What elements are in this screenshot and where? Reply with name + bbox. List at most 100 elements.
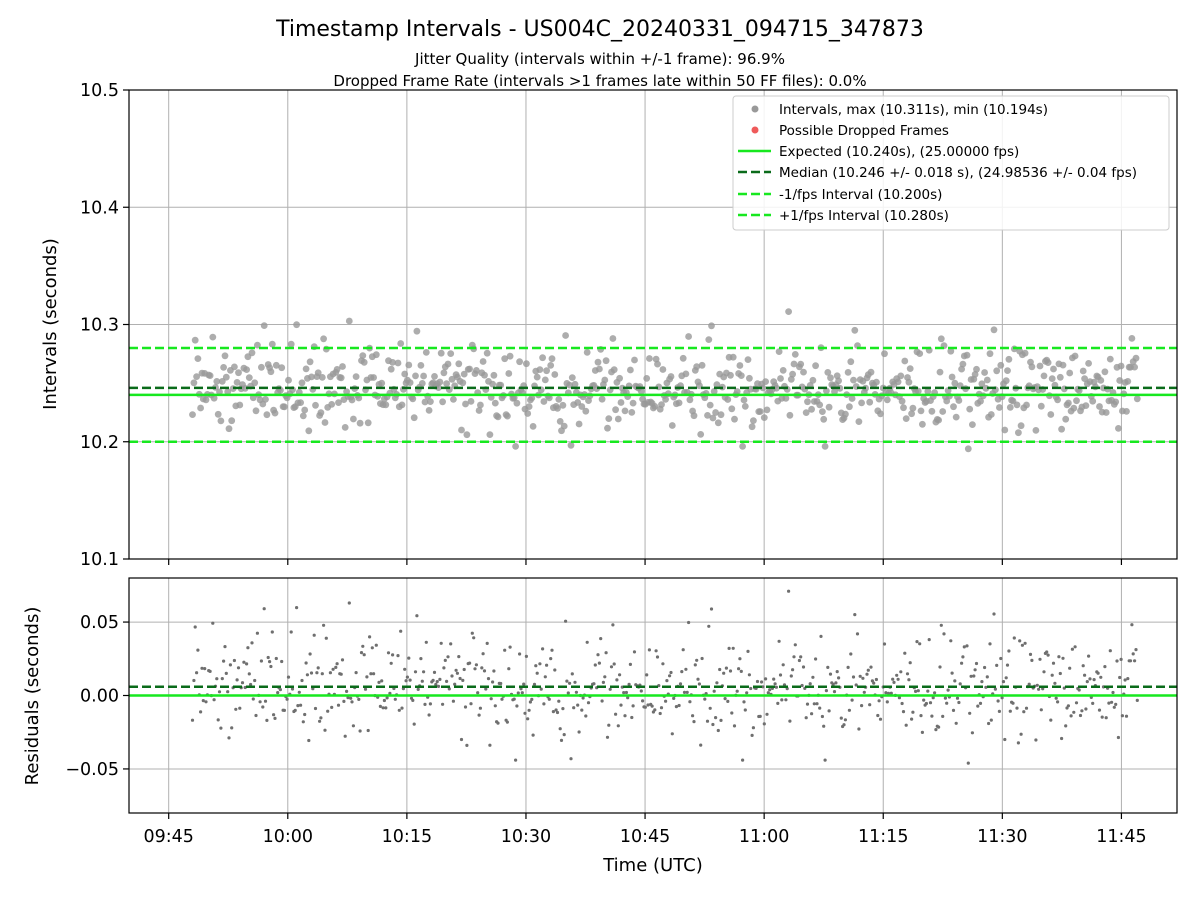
residual-point xyxy=(997,709,1002,714)
interval-point xyxy=(491,399,499,407)
interval-point xyxy=(708,322,715,330)
residual-point xyxy=(743,708,747,712)
residual-point xyxy=(978,701,983,706)
interval-point xyxy=(762,378,769,385)
residual-point xyxy=(718,667,722,672)
interval-point xyxy=(252,407,260,415)
interval-point xyxy=(439,398,446,406)
interval-point xyxy=(867,368,875,376)
interval-point xyxy=(382,401,390,409)
residual-point xyxy=(270,630,274,634)
residual-point xyxy=(643,705,647,709)
interval-point xyxy=(235,369,242,377)
residual-point xyxy=(1066,704,1070,708)
residual-point xyxy=(664,699,668,703)
residual-point xyxy=(557,699,561,703)
interval-point xyxy=(516,358,523,366)
residual-point xyxy=(755,679,760,684)
legend-label-dropped: Possible Dropped Frames xyxy=(779,123,949,139)
residual-point xyxy=(542,702,546,706)
residual-point xyxy=(846,665,850,670)
residual-point xyxy=(285,697,289,701)
residual-point xyxy=(572,706,576,710)
residual-point xyxy=(655,655,660,659)
residual-point xyxy=(370,646,374,650)
residual-point xyxy=(1028,652,1033,657)
residual-point xyxy=(780,698,784,702)
interval-point xyxy=(224,388,232,396)
interval-point xyxy=(548,355,556,363)
interval-point xyxy=(387,365,395,373)
interval-point xyxy=(951,379,959,387)
residual-point xyxy=(1064,724,1068,728)
residual-point xyxy=(500,697,504,701)
interval-point xyxy=(763,406,771,414)
residual-point xyxy=(750,733,754,738)
interval-point xyxy=(883,396,891,404)
residual-point xyxy=(1061,656,1065,660)
residual-point xyxy=(700,656,704,661)
interval-point xyxy=(987,411,995,418)
residual-point xyxy=(340,658,345,662)
residual-point xyxy=(228,663,232,667)
residual-point xyxy=(200,666,204,670)
residual-point xyxy=(592,682,596,686)
residual-point xyxy=(1119,657,1123,662)
legend-label-minus-fps: -1/fps Interval (10.200s) xyxy=(779,187,942,203)
interval-point xyxy=(614,415,622,423)
residual-point xyxy=(492,669,496,673)
residual-point xyxy=(672,696,676,701)
interval-point xyxy=(928,407,936,415)
residual-point xyxy=(687,620,691,625)
interval-point xyxy=(809,376,817,384)
interval-point xyxy=(955,397,963,404)
residual-point xyxy=(745,691,749,695)
residual-point xyxy=(814,657,818,661)
residual-point xyxy=(659,706,664,710)
interval-point xyxy=(948,373,956,381)
residual-point xyxy=(538,662,542,666)
residual-point xyxy=(1131,652,1135,656)
residual-point xyxy=(561,707,565,711)
residual-point xyxy=(891,677,895,681)
residual-point xyxy=(645,673,649,677)
residual-point xyxy=(480,666,484,670)
residual-point xyxy=(815,702,819,706)
residual-point xyxy=(819,634,823,639)
residual-point xyxy=(722,671,726,675)
residual-point xyxy=(211,621,215,625)
residual-point xyxy=(958,682,962,686)
interval-point xyxy=(350,415,357,423)
residual-point xyxy=(831,682,835,687)
residual-point xyxy=(607,723,611,727)
interval-point xyxy=(222,373,230,381)
residual-point xyxy=(274,656,278,661)
residual-point xyxy=(989,718,993,722)
residual-point xyxy=(983,665,987,670)
interval-point xyxy=(1006,404,1014,411)
residual-point xyxy=(1103,665,1107,669)
interval-point xyxy=(409,395,417,403)
residual-point xyxy=(308,652,312,656)
interval-point xyxy=(596,365,603,373)
interval-point xyxy=(825,403,833,411)
residual-point xyxy=(868,703,872,707)
residual-point xyxy=(514,758,518,762)
interval-point xyxy=(1132,354,1140,362)
residual-point xyxy=(399,629,403,633)
interval-point xyxy=(406,379,414,386)
x-tick-label: 11:45 xyxy=(1096,827,1146,847)
residual-point xyxy=(612,662,616,666)
residual-point xyxy=(389,661,393,665)
residual-point xyxy=(951,708,956,713)
residual-point xyxy=(215,677,219,681)
residual-point xyxy=(1057,655,1061,659)
residual-point xyxy=(882,642,887,646)
residual-point xyxy=(976,704,980,708)
intervals-y-axis-label: Intervals (seconds) xyxy=(40,238,61,410)
interval-point xyxy=(251,379,259,387)
residual-point xyxy=(232,658,236,663)
residual-point xyxy=(654,649,658,653)
interval-point xyxy=(1015,429,1022,437)
residual-point xyxy=(924,701,929,706)
